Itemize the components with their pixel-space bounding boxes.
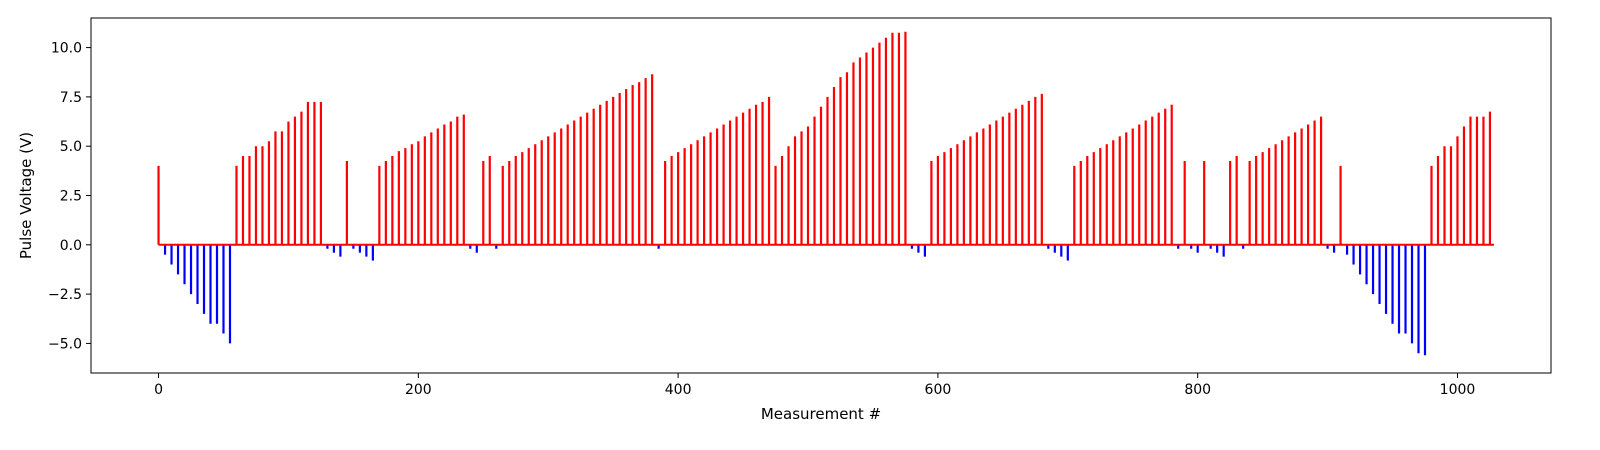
y-tick-label: −2.5 (48, 287, 82, 303)
x-tick-label: 600 (925, 382, 952, 398)
x-tick-label: 200 (405, 382, 432, 398)
y-tick-label: 7.5 (60, 90, 82, 106)
y-tick-label: 10.0 (51, 41, 82, 57)
y-axis-title: Pulse Voltage (V) (17, 132, 35, 259)
y-tick-label: 0.0 (60, 238, 82, 254)
x-tick-label: 0 (154, 382, 163, 398)
y-tick-label: 5.0 (60, 139, 82, 155)
x-tick-label: 1000 (1440, 382, 1476, 398)
y-tick-label: 2.5 (60, 189, 82, 205)
data-bars (157, 31, 1492, 356)
y-tick-label: −5.0 (48, 336, 82, 352)
x-axis-title: Measurement # (761, 405, 881, 423)
x-tick-label: 400 (665, 382, 692, 398)
x-tick-label: 800 (1184, 382, 1211, 398)
y-axis-ticks: −5.0 −2.5 0.0 2.5 5.0 7.5 10.0 (48, 41, 91, 352)
x-axis-ticks: 0 200 400 600 800 1000 (154, 373, 1475, 398)
